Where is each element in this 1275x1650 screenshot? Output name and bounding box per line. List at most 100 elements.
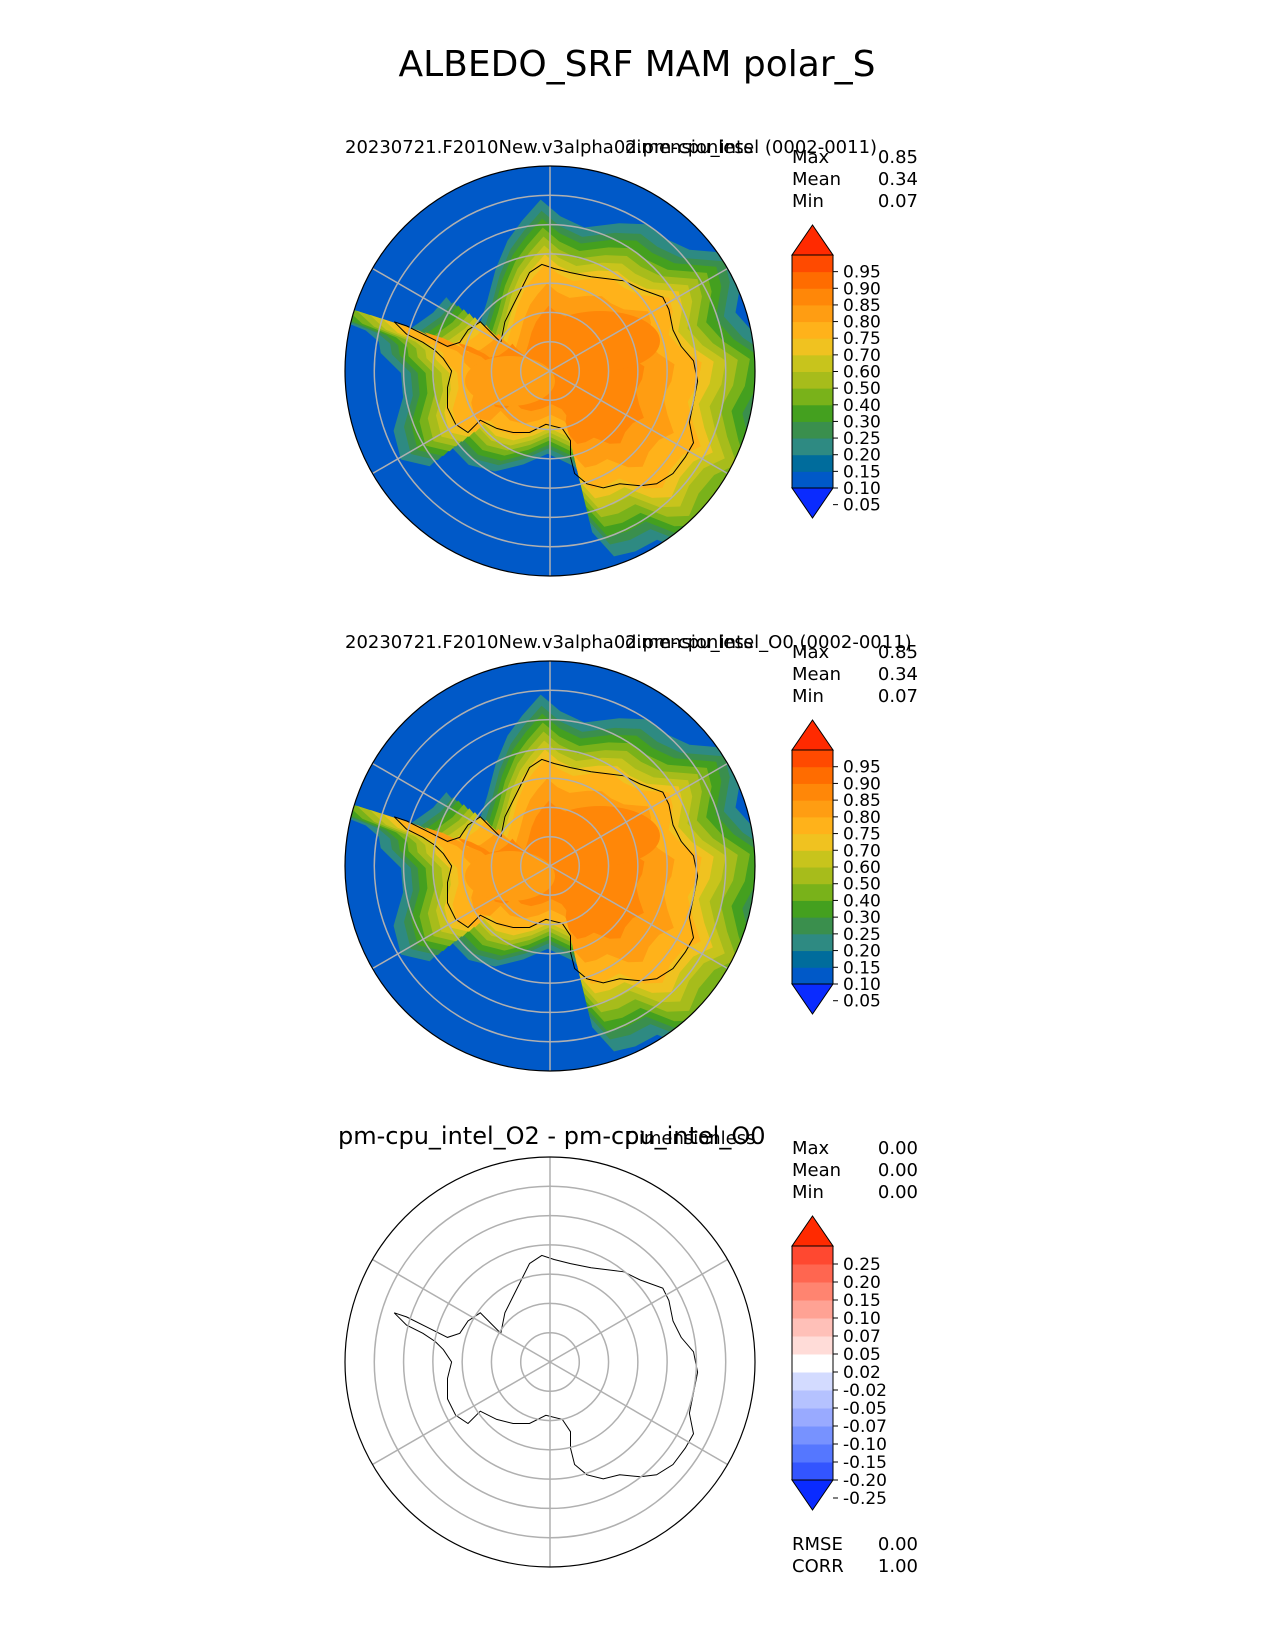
colorbar-segment <box>792 1300 833 1319</box>
grid-meridian <box>372 267 551 372</box>
panel-title: 20230721.F2010New.v3alpha02.pm-cpu_intel… <box>345 632 912 653</box>
stat-label: Mean <box>792 664 841 685</box>
polar-map <box>345 1157 755 1567</box>
colorbar-segment <box>792 883 833 901</box>
colorbar-tick-label: 0.30 <box>843 412 881 432</box>
colorbar-tick-label: 0.20 <box>843 446 881 466</box>
colorbar-extend-high <box>791 719 834 751</box>
colorbar-segment <box>792 388 833 406</box>
colorbar-segment <box>792 304 833 323</box>
map-border <box>344 165 756 577</box>
colorbar-segment <box>792 1354 833 1373</box>
colorbar-tick-label: -0.10 <box>843 1435 887 1455</box>
map-border <box>344 1156 756 1568</box>
colorbar-tick-label: 0.10 <box>843 975 881 995</box>
colorbar-segment <box>792 288 833 306</box>
colorbar-tick-label: -0.15 <box>843 1453 887 1473</box>
colorbar-segment <box>792 967 833 985</box>
colorbar-segment <box>792 816 833 835</box>
stat-label: Min <box>792 686 824 707</box>
stat-value: 0.34 <box>878 169 918 190</box>
grid-meridian <box>372 762 551 867</box>
stat-label: Mean <box>792 169 841 190</box>
panel-title: 20230721.F2010New.v3alpha02.pm-cpu_intel… <box>345 137 877 158</box>
colorbar-tick-label: 0.20 <box>843 942 881 962</box>
colorbar-segment <box>792 783 833 801</box>
colorbar-tick-label: 0.05 <box>843 1345 881 1365</box>
colorbar-segment <box>792 950 833 968</box>
colorbar-tick-label: 0.90 <box>843 774 881 794</box>
colorbar-tick-label: 0.85 <box>843 791 881 811</box>
colorbar-segment <box>792 1462 833 1481</box>
colorbar-tick-label: 0.80 <box>843 808 881 828</box>
colorbar-segment <box>792 1444 833 1463</box>
colorbar-segment <box>792 271 833 289</box>
colorbar-segment <box>792 421 833 439</box>
colorbar-segment <box>792 1336 833 1355</box>
stat-label: Max <box>792 147 830 168</box>
colorbar: 0.950.900.850.800.750.700.600.500.400.30… <box>791 719 881 1015</box>
grid-meridian <box>549 370 728 475</box>
grid-meridian <box>549 1258 728 1363</box>
panel-title: pm-cpu_intel_O2 - pm-cpu_intel_O0 <box>338 1122 766 1150</box>
colorbar-tick-label: 0.25 <box>843 429 881 449</box>
colorbar-segment <box>792 1372 833 1391</box>
colorbar-tick-label: 0.20 <box>843 1273 881 1293</box>
colorbar-tick-label: 0.15 <box>843 958 881 978</box>
colorbar-segment <box>792 371 833 389</box>
grid-meridian <box>372 865 551 970</box>
colorbar-segment <box>792 833 833 851</box>
colorbar-segment <box>792 917 833 935</box>
contour-band <box>465 851 555 901</box>
stat-value: 0.85 <box>878 147 918 168</box>
colorbar-segment <box>792 1390 833 1409</box>
stat-value: 0.34 <box>878 664 918 685</box>
colorbar-extend-high <box>791 224 834 256</box>
colorbar-extend-low <box>791 487 834 519</box>
colorbar-tick-label: 0.80 <box>843 313 881 333</box>
stat-value: 0.07 <box>878 686 918 707</box>
colorbar-tick-label: 0.40 <box>843 891 881 911</box>
stat-label: Mean <box>792 1160 841 1181</box>
colorbar-tick-label: 0.50 <box>843 875 881 895</box>
colorbar-segment <box>792 1408 833 1427</box>
contour-band <box>465 356 555 406</box>
colorbar-tick-label: 0.25 <box>843 1255 881 1275</box>
grid-meridian <box>372 1361 551 1466</box>
grid-meridian <box>549 865 728 970</box>
colorbar-tick-label: -0.02 <box>843 1381 887 1401</box>
polar-map <box>345 661 755 1071</box>
colorbar-tick-label: -0.25 <box>843 1489 887 1509</box>
metric-label: RMSE <box>792 1534 843 1555</box>
colorbar-segment <box>792 766 833 784</box>
panel-diff: pm-cpu_intel_O2 - pm-cpu_intel_O0Dimensi… <box>338 1122 918 1577</box>
colorbar-extend-low <box>791 1479 834 1511</box>
stat-value: 0.00 <box>878 1138 918 1159</box>
colorbar-segment <box>792 1282 833 1301</box>
colorbar: 0.950.900.850.800.750.700.600.500.400.30… <box>791 224 881 519</box>
stat-value: 0.07 <box>878 191 918 212</box>
colorbar-segment <box>792 750 833 768</box>
colorbar-tick-label: 0.15 <box>843 1291 881 1311</box>
colorbar-segment <box>792 1318 833 1337</box>
metric-value: 1.00 <box>878 1556 918 1577</box>
colorbar-tick-label: 0.60 <box>843 858 881 878</box>
colorbar: 0.250.200.150.100.070.050.02-0.02-0.05-0… <box>791 1215 887 1511</box>
colorbar-segment <box>792 454 833 472</box>
colorbar-segment <box>792 404 833 422</box>
colorbar-tick-label: -0.05 <box>843 1399 887 1419</box>
colorbar-tick-label: 0.75 <box>843 329 881 349</box>
colorbar-tick-label: 0.05 <box>843 992 881 1012</box>
panel-units: dimensionless <box>625 137 753 158</box>
stat-label: Max <box>792 642 830 663</box>
colorbar-tick-label: 0.10 <box>843 479 881 499</box>
colorbar-tick-label: 0.85 <box>843 296 881 316</box>
colorbar-frame <box>791 1245 834 1481</box>
colorbar-tick-label: 0.05 <box>843 496 881 516</box>
colorbar-tick-label: 0.70 <box>843 841 881 861</box>
figure-title: ALBEDO_SRF MAM polar_S <box>399 44 876 85</box>
colorbar-segment <box>792 900 833 918</box>
grid-meridian <box>549 1361 728 1466</box>
grid-meridian <box>549 762 728 867</box>
panel-reference: 20230721.F2010New.v3alpha02.pm-cpu_intel… <box>344 632 918 1072</box>
